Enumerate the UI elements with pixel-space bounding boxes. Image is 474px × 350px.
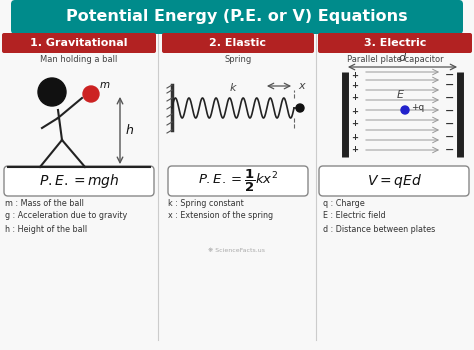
Circle shape [296,104,304,112]
FancyBboxPatch shape [11,0,463,34]
Text: −: − [445,106,455,116]
FancyBboxPatch shape [162,33,314,53]
Text: +: + [352,146,358,154]
Text: Spring: Spring [224,55,252,63]
FancyBboxPatch shape [4,166,154,196]
FancyBboxPatch shape [2,33,156,53]
Text: d: d [399,53,406,63]
Text: m: m [100,80,110,90]
Text: −: − [445,132,455,142]
Bar [316,34,474,350]
Circle shape [83,86,99,102]
Circle shape [401,106,409,114]
Text: Parallel plate capacitor: Parallel plate capacitor [346,55,443,63]
Text: E: E [396,90,403,100]
FancyBboxPatch shape [319,166,469,196]
Text: +: + [352,70,358,79]
Text: g : Acceleration due to gravity: g : Acceleration due to gravity [5,211,127,220]
Text: 3. Electric: 3. Electric [364,38,426,48]
Text: q : Charge: q : Charge [323,198,365,208]
Text: −: − [445,93,455,103]
Text: −: − [445,70,455,80]
Text: ❋ ScienceFacts.us: ❋ ScienceFacts.us [209,247,265,252]
Text: $\mathit{P.E. = mgh}$: $\mathit{P.E. = mgh}$ [39,172,119,190]
FancyBboxPatch shape [318,33,472,53]
Text: E : Electric field: E : Electric field [323,211,386,220]
Text: +q: +q [411,104,424,112]
Text: k: k [230,83,236,93]
Text: Potential Energy (P.E. or V) Equations: Potential Energy (P.E. or V) Equations [66,9,408,25]
Text: x : Extension of the spring: x : Extension of the spring [168,211,273,220]
Text: +: + [352,119,358,128]
Text: $\mathit{P.E. =} \dfrac{\mathbf{1}}{\mathbf{2}} \mathit{kx^2}$: $\mathit{P.E. =} \dfrac{\mathbf{1}}{\mat… [198,168,278,194]
Text: 2. Elastic: 2. Elastic [210,38,266,48]
Text: −: − [445,80,455,90]
Text: +: + [352,133,358,141]
Bar [0,34,158,350]
Circle shape [38,78,66,106]
Text: h: h [126,124,134,136]
FancyBboxPatch shape [168,166,308,196]
Text: $\mathit{V = qEd}$: $\mathit{V = qEd}$ [366,172,421,190]
Text: m : Mass of the ball: m : Mass of the ball [5,198,84,208]
Text: k : Spring constant: k : Spring constant [168,198,244,208]
Text: h : Height of the ball: h : Height of the ball [5,224,87,233]
Text: +: + [352,106,358,116]
Text: x: x [298,81,305,91]
Text: +: + [352,93,358,103]
Text: −: − [445,119,455,129]
Text: d : Distance between plates: d : Distance between plates [323,224,435,233]
Text: +: + [352,80,358,90]
Bar [158,34,316,350]
Text: −: − [445,145,455,155]
Text: Man holding a ball: Man holding a ball [40,55,118,63]
Text: 1. Gravitational: 1. Gravitational [30,38,128,48]
